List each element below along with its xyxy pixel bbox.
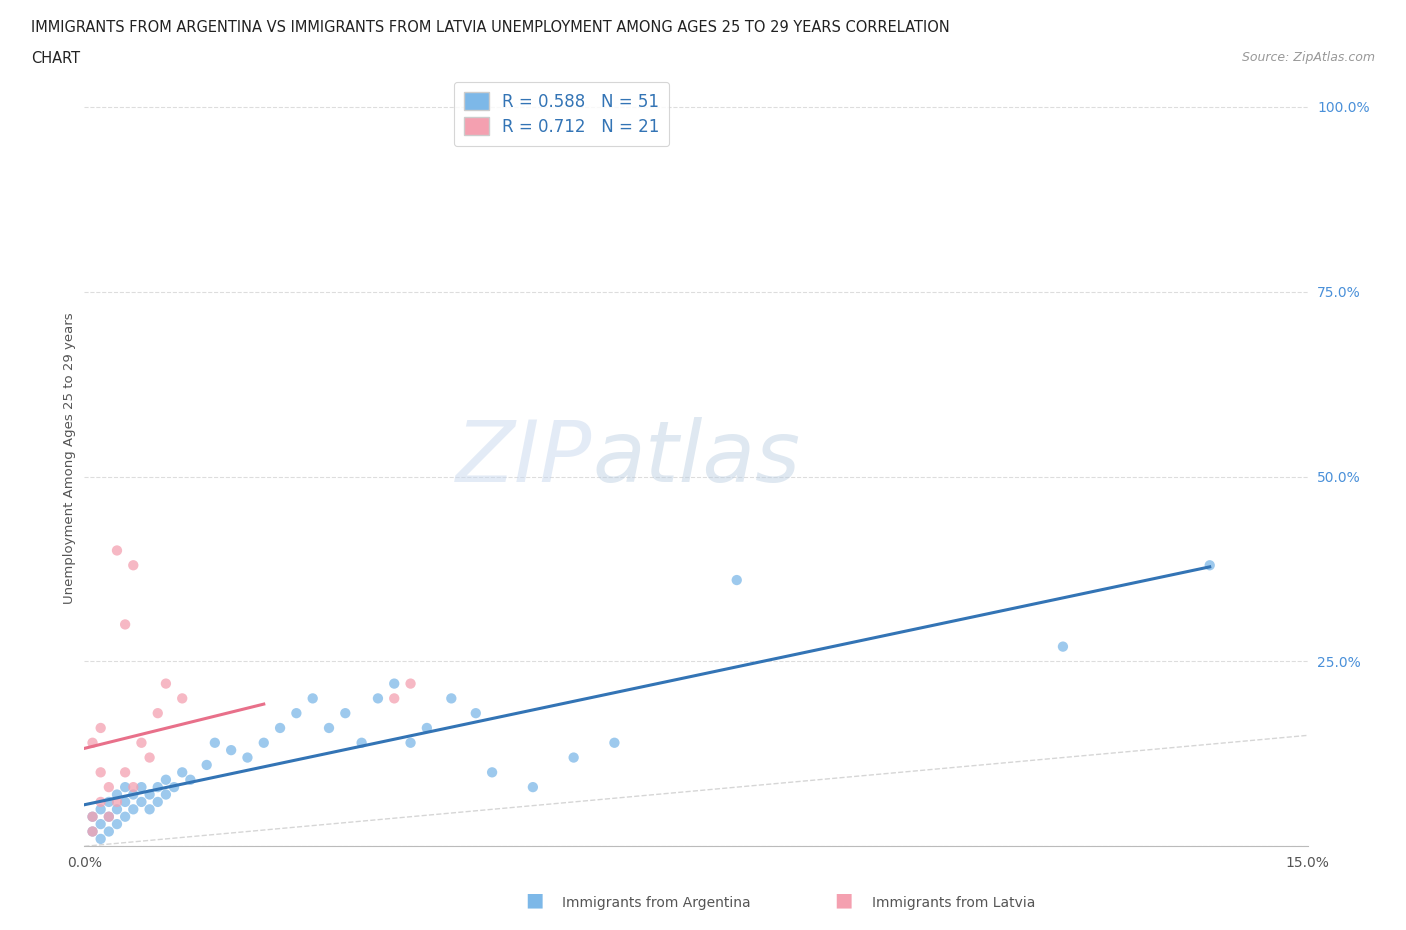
Point: [90, 794, 112, 809]
Point: [122, 787, 145, 802]
Point: [219, 743, 242, 758]
Point: [155, 787, 177, 802]
Point: [195, 758, 218, 773]
Point: [285, 706, 308, 721]
Point: [114, 779, 136, 794]
Point: [382, 676, 405, 691]
Text: Source: ZipAtlas.com: Source: ZipAtlas.com: [1241, 51, 1375, 64]
Point: [253, 736, 276, 751]
Point: [399, 676, 422, 691]
Text: IMMIGRANTS FROM ARGENTINA VS IMMIGRANTS FROM LATVIA UNEMPLOYMENT AMONG AGES 25 T: IMMIGRANTS FROM ARGENTINA VS IMMIGRANTS …: [31, 20, 949, 35]
Point: [90, 721, 112, 736]
Point: [97, 779, 120, 794]
Point: [138, 802, 160, 817]
Point: [1052, 639, 1074, 654]
Point: [82, 824, 104, 839]
Point: [416, 721, 439, 736]
Point: [522, 779, 544, 794]
Point: [163, 779, 186, 794]
Point: [399, 736, 422, 751]
Point: [335, 706, 357, 721]
Point: [90, 764, 112, 779]
Point: [122, 779, 145, 794]
Point: [172, 764, 194, 779]
Text: Immigrants from Latvia: Immigrants from Latvia: [872, 896, 1035, 910]
Text: CHART: CHART: [31, 51, 80, 66]
Text: ZIP: ZIP: [456, 417, 592, 499]
Point: [146, 794, 169, 809]
Point: [318, 721, 340, 736]
Point: [179, 772, 201, 787]
Point: [114, 809, 136, 824]
Point: [138, 787, 160, 802]
Point: [82, 809, 104, 824]
Point: [131, 736, 153, 751]
Point: [481, 764, 503, 779]
Point: [155, 772, 177, 787]
Point: [90, 817, 112, 831]
Text: ■: ■: [834, 891, 853, 910]
Point: [131, 794, 153, 809]
Point: [131, 779, 153, 794]
Point: [105, 543, 128, 558]
Point: [82, 736, 104, 751]
Point: [367, 691, 389, 706]
Point: [1198, 558, 1220, 573]
Point: [105, 817, 128, 831]
Point: [138, 751, 160, 765]
Point: [464, 706, 486, 721]
Point: [122, 802, 145, 817]
Point: [90, 802, 112, 817]
Point: [350, 736, 373, 751]
Point: [97, 824, 120, 839]
Point: [562, 751, 585, 765]
Point: [97, 794, 120, 809]
Text: Immigrants from Argentina: Immigrants from Argentina: [562, 896, 751, 910]
Point: [172, 691, 194, 706]
Point: [236, 751, 259, 765]
Point: [122, 558, 145, 573]
Y-axis label: Unemployment Among Ages 25 to 29 years: Unemployment Among Ages 25 to 29 years: [63, 312, 76, 604]
Point: [105, 787, 128, 802]
Point: [114, 794, 136, 809]
Legend: R = 0.588   N = 51, R = 0.712   N = 21: R = 0.588 N = 51, R = 0.712 N = 21: [454, 82, 669, 146]
Text: atlas: atlas: [592, 417, 800, 499]
Point: [725, 573, 748, 588]
Point: [382, 691, 405, 706]
Point: [97, 809, 120, 824]
Point: [301, 691, 323, 706]
Point: [155, 676, 177, 691]
Text: ■: ■: [524, 891, 544, 910]
Point: [146, 706, 169, 721]
Point: [82, 809, 104, 824]
Point: [105, 794, 128, 809]
Point: [114, 764, 136, 779]
Point: [204, 736, 226, 751]
Point: [146, 779, 169, 794]
Point: [97, 809, 120, 824]
Point: [105, 802, 128, 817]
Point: [269, 721, 291, 736]
Point: [114, 617, 136, 631]
Point: [603, 736, 626, 751]
Point: [90, 831, 112, 846]
Point: [82, 824, 104, 839]
Point: [440, 691, 463, 706]
